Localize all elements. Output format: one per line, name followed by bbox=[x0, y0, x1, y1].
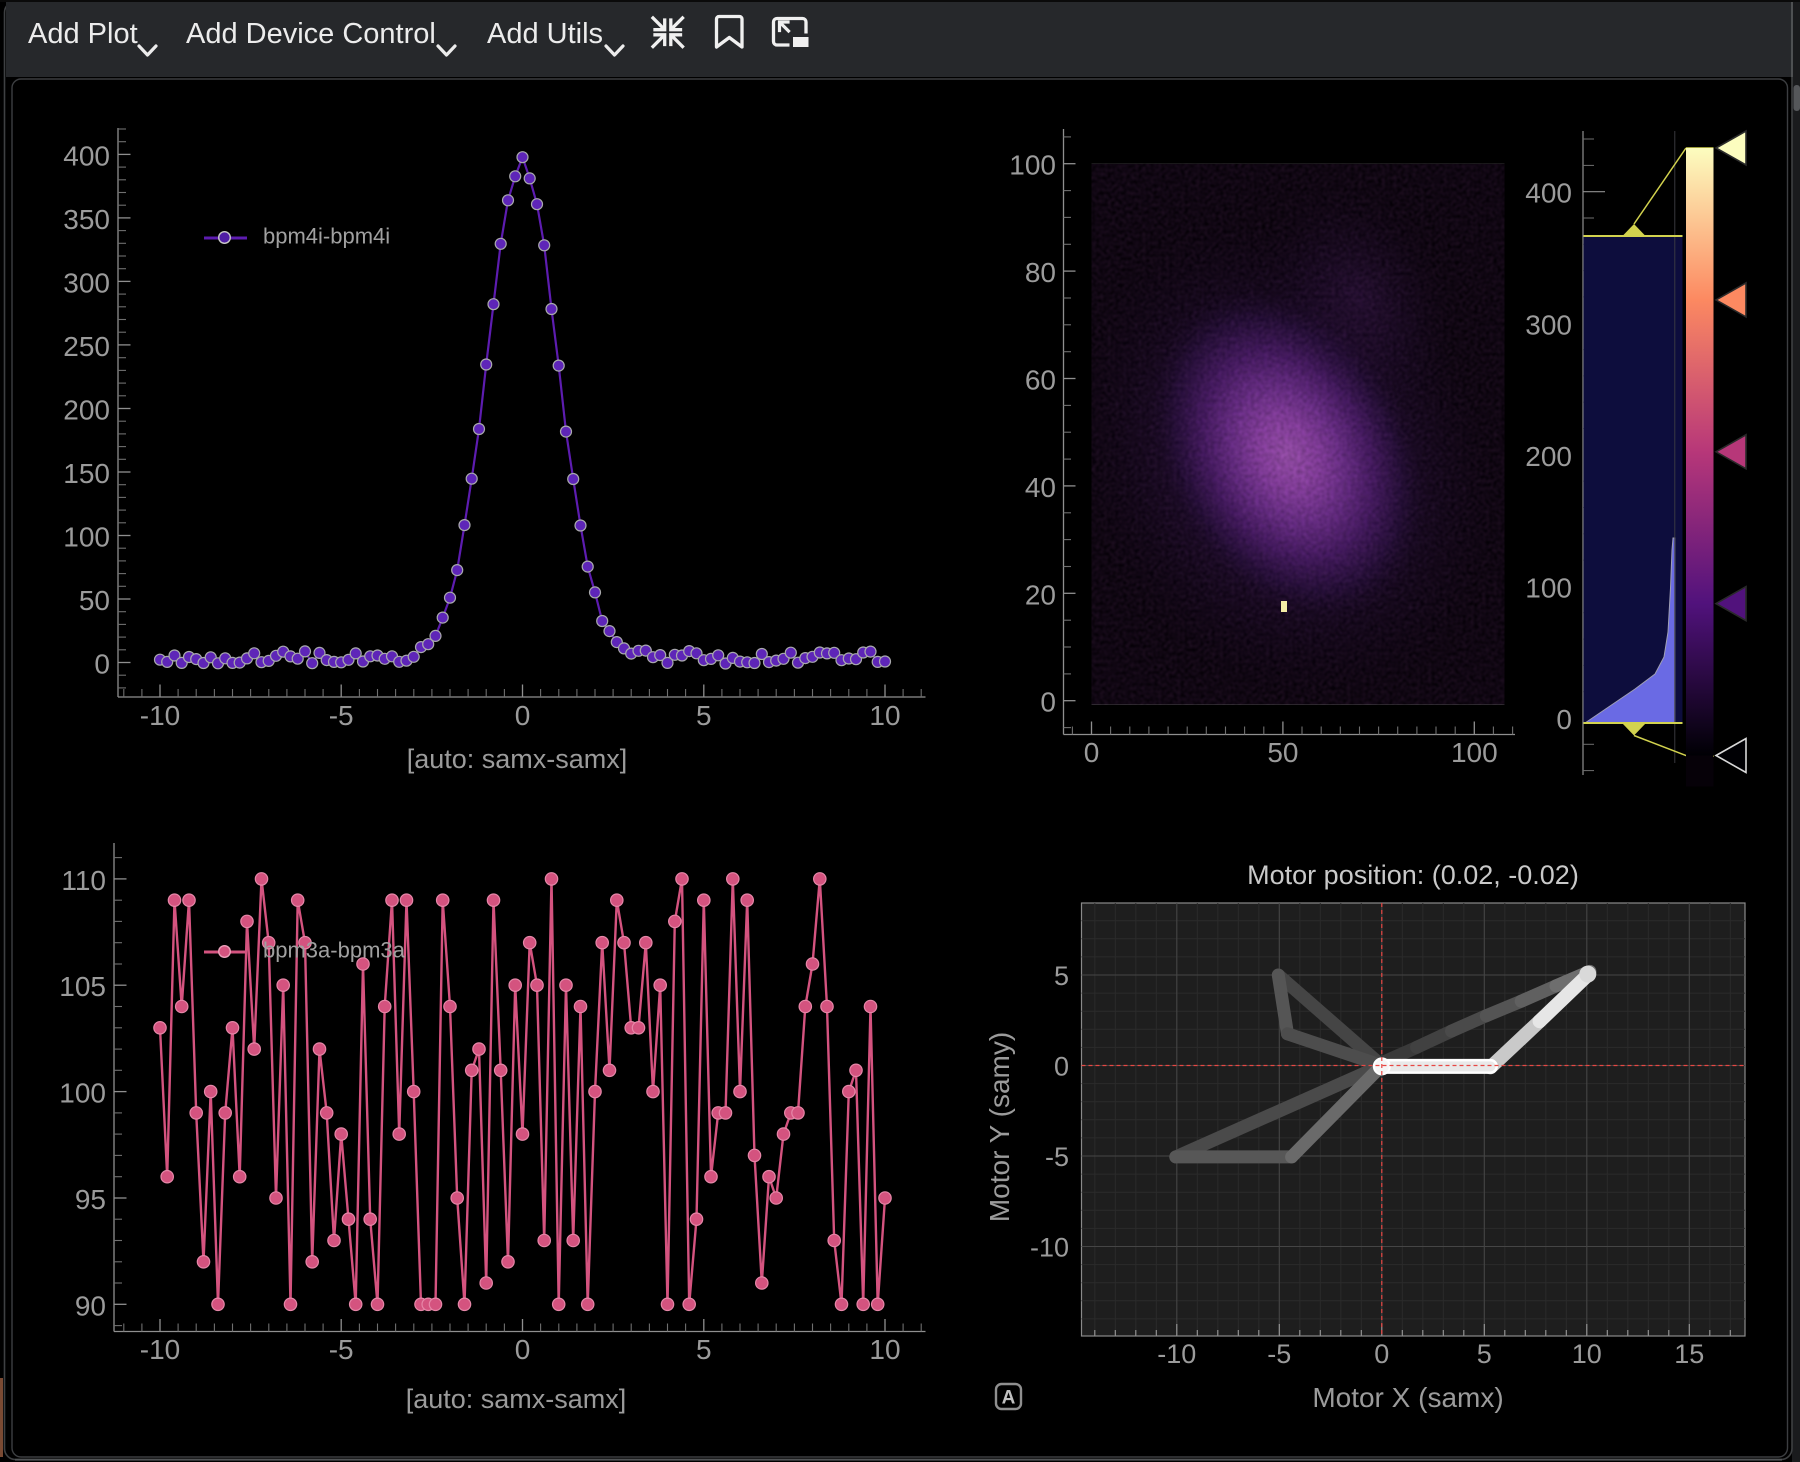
svg-text:90: 90 bbox=[75, 1290, 106, 1321]
svg-text:150: 150 bbox=[63, 458, 110, 489]
svg-text:15: 15 bbox=[1674, 1339, 1704, 1369]
svg-text:[auto: samx-samx]: [auto: samx-samx] bbox=[407, 744, 628, 774]
svg-text:-5: -5 bbox=[329, 700, 354, 731]
svg-text:20: 20 bbox=[1025, 579, 1056, 610]
svg-text:-10: -10 bbox=[1030, 1233, 1069, 1263]
svg-text:10: 10 bbox=[869, 700, 900, 731]
svg-text:-10: -10 bbox=[1157, 1339, 1196, 1369]
svg-text:80: 80 bbox=[1025, 257, 1056, 288]
svg-text:-5: -5 bbox=[1045, 1142, 1069, 1172]
svg-text:60: 60 bbox=[1025, 365, 1056, 396]
svg-text:50: 50 bbox=[1267, 737, 1298, 768]
svg-text:100: 100 bbox=[1009, 150, 1056, 181]
svg-text:0: 0 bbox=[1054, 1052, 1069, 1082]
svg-text:110: 110 bbox=[61, 865, 106, 896]
svg-text:Motor Y (samy): Motor Y (samy) bbox=[984, 1032, 1015, 1222]
svg-text:0: 0 bbox=[515, 1334, 531, 1365]
svg-text:0: 0 bbox=[1556, 704, 1572, 735]
svg-text:10: 10 bbox=[869, 1334, 900, 1365]
svg-text:-10: -10 bbox=[140, 700, 180, 731]
svg-text:200: 200 bbox=[63, 395, 110, 426]
svg-text:Add Utils: Add Utils bbox=[487, 18, 603, 50]
svg-text:400: 400 bbox=[1525, 178, 1572, 209]
svg-text:350: 350 bbox=[63, 204, 110, 235]
svg-text:bpm4i-bpm4i: bpm4i-bpm4i bbox=[263, 224, 390, 249]
svg-text:Motor position: (0.02, -0.02): Motor position: (0.02, -0.02) bbox=[1247, 860, 1579, 890]
svg-text:-10: -10 bbox=[140, 1334, 180, 1365]
svg-text:50: 50 bbox=[79, 585, 110, 616]
svg-text:Add Device Control: Add Device Control bbox=[186, 18, 436, 50]
svg-text:0: 0 bbox=[1084, 737, 1100, 768]
svg-text:40: 40 bbox=[1025, 472, 1056, 503]
svg-text:-5: -5 bbox=[1267, 1339, 1291, 1369]
svg-text:0: 0 bbox=[1040, 687, 1056, 718]
svg-text:-5: -5 bbox=[329, 1334, 354, 1365]
svg-text:100: 100 bbox=[59, 1078, 106, 1109]
svg-text:100: 100 bbox=[1451, 737, 1498, 768]
svg-text:A: A bbox=[1002, 1388, 1016, 1409]
svg-text:0: 0 bbox=[1374, 1339, 1389, 1369]
svg-text:5: 5 bbox=[696, 700, 712, 731]
svg-text:Add Plot: Add Plot bbox=[28, 18, 138, 50]
svg-text:200: 200 bbox=[1525, 441, 1572, 472]
svg-text:Motor X (samx): Motor X (samx) bbox=[1312, 1382, 1503, 1413]
svg-text:400: 400 bbox=[63, 140, 110, 171]
svg-text:105: 105 bbox=[59, 971, 106, 1002]
svg-text:0: 0 bbox=[515, 700, 531, 731]
svg-text:5: 5 bbox=[1054, 961, 1069, 991]
svg-text:0: 0 bbox=[94, 649, 110, 680]
svg-text:100: 100 bbox=[1525, 572, 1572, 603]
svg-text:100: 100 bbox=[63, 522, 110, 553]
svg-text:300: 300 bbox=[63, 267, 110, 298]
svg-text:300: 300 bbox=[1525, 309, 1572, 340]
svg-text:bpm3a-bpm3a: bpm3a-bpm3a bbox=[263, 938, 406, 963]
svg-text:250: 250 bbox=[63, 331, 110, 362]
svg-text:[auto: samx-samx]: [auto: samx-samx] bbox=[406, 1384, 627, 1414]
svg-text:10: 10 bbox=[1572, 1339, 1602, 1369]
svg-text:5: 5 bbox=[1477, 1339, 1492, 1369]
svg-text:95: 95 bbox=[75, 1184, 106, 1215]
svg-text:5: 5 bbox=[696, 1334, 712, 1365]
